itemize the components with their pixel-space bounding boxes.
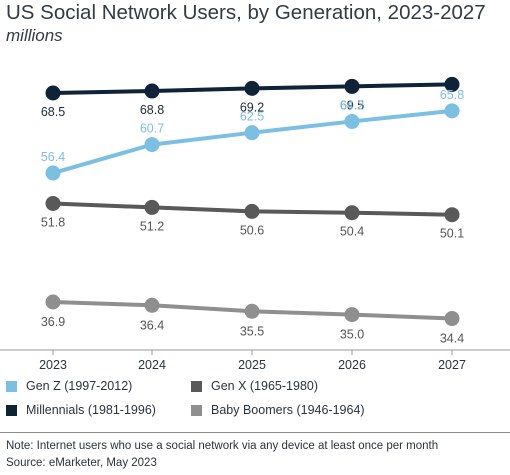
legend-item-gen-x: Gen X (1965-1980) <box>191 379 318 393</box>
point-gen_z-2027 <box>444 103 460 119</box>
footnote-source: Source: eMarketer, May 2023 <box>6 457 157 469</box>
x-tick-label-2026: 2026 <box>338 358 366 372</box>
point-gen_z-2023 <box>45 165 61 181</box>
data-label-millennials-2025: 69.2 <box>240 100 264 114</box>
x-tick-label-2023: 2023 <box>39 358 67 372</box>
footnote-note: Note: Internet users who use a social ne… <box>6 440 439 452</box>
chart-subtitle: millions <box>6 26 63 45</box>
point-boomers-2027 <box>444 311 460 327</box>
legend-swatch-gen-x <box>191 380 202 392</box>
point-boomers-2025 <box>244 303 260 319</box>
data-label-millennials-2023: 68.5 <box>41 105 65 119</box>
legend-item-gen-z: Gen Z (1997-2012) <box>6 379 132 393</box>
point-millennials-2025 <box>244 80 260 96</box>
point-boomers-2023 <box>45 294 61 310</box>
data-label-gen_x-2023: 51.8 <box>41 215 65 229</box>
chart-legend: Gen Z (1997-2012) Gen X (1965-1980) Mill… <box>0 372 510 428</box>
point-gen_z-2026 <box>344 113 360 129</box>
data-label-boomers-2023: 36.9 <box>41 315 65 329</box>
data-label-gen_z-2023: 56.4 <box>41 150 65 164</box>
point-gen_z-2024 <box>144 137 160 153</box>
legend-swatch-gen-z <box>6 380 17 392</box>
point-millennials-2024 <box>144 83 160 99</box>
point-millennials-2026 <box>344 78 360 94</box>
x-tick-label-2027: 2027 <box>438 358 466 372</box>
footer-divider <box>0 432 510 433</box>
legend-swatch-millennials <box>6 404 17 416</box>
point-gen_x-2026 <box>344 205 360 221</box>
point-boomers-2024 <box>144 297 160 313</box>
legend-item-millennials: Millennials (1981-1996) <box>6 403 156 417</box>
legend-label-millennials: Millennials (1981-1996) <box>26 403 156 417</box>
data-label-gen_z-2026: 64.2 <box>340 98 364 112</box>
legend-label-gen-z: Gen Z (1997-2012) <box>26 379 133 393</box>
data-label-gen_x-2027: 50.1 <box>440 227 464 241</box>
data-label-gen_x-2026: 50.4 <box>340 225 364 239</box>
x-tick-label-2024: 2024 <box>138 358 166 372</box>
data-label-millennials-2026: 69.5 <box>340 98 364 112</box>
data-label-gen_x-2025: 50.6 <box>240 223 264 237</box>
data-label-boomers-2025: 35.5 <box>240 324 264 338</box>
line-chart: 2023 2024 2025 2026 2027 68.5 68.8 69.2 69.5 56.4… <box>0 76 510 372</box>
point-millennials-2027 <box>444 76 460 92</box>
data-label-gen_z-2025: 62.5 <box>240 110 264 124</box>
point-gen_x-2024 <box>144 199 160 215</box>
legend-swatch-boomers <box>191 404 202 416</box>
data-label-gen_x-2024: 51.2 <box>140 219 164 233</box>
x-tick-label-2025: 2025 <box>238 358 266 372</box>
point-gen_z-2025 <box>244 125 260 141</box>
legend-label-boomers: Baby Boomers (1946-1964) <box>211 403 365 417</box>
data-label-gen_z-2027: 65.8 <box>440 88 464 102</box>
point-gen_x-2023 <box>45 195 61 211</box>
data-label-boomers-2026: 35.0 <box>340 328 364 342</box>
chart-title: US Social Network Users, by Generation, … <box>6 1 486 24</box>
legend-item-boomers: Baby Boomers (1946-1964) <box>191 403 365 417</box>
point-gen_x-2027 <box>444 207 460 223</box>
legend-label-gen-x: Gen X (1965-1980) <box>211 379 319 393</box>
data-label-millennials-2024: 68.8 <box>140 103 164 117</box>
data-label-boomers-2024: 36.4 <box>140 318 164 332</box>
data-label-gen_z-2024: 60.7 <box>140 122 164 136</box>
data-label-boomers-2027: 34.4 <box>440 332 464 346</box>
point-millennials-2023 <box>45 85 61 101</box>
point-boomers-2026 <box>344 307 360 323</box>
point-gen_x-2025 <box>244 203 260 219</box>
